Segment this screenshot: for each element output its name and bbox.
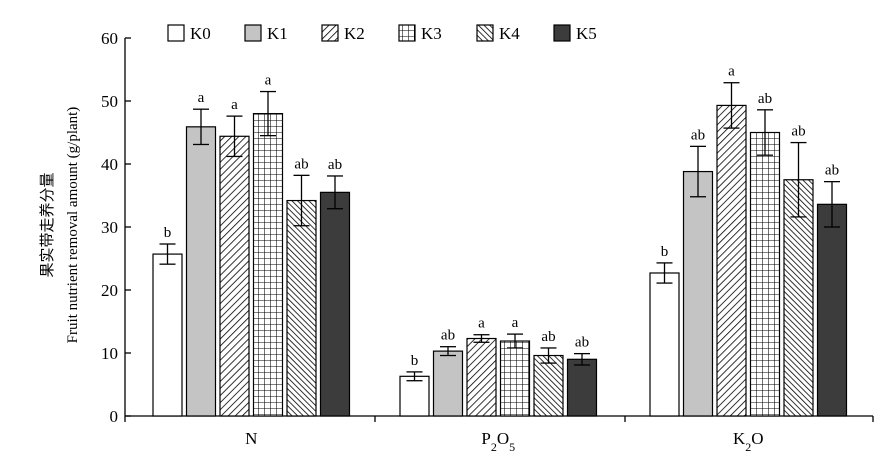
bar-k3 bbox=[749, 131, 781, 417]
bar-k0 bbox=[152, 253, 183, 417]
error-bar bbox=[159, 243, 176, 265]
significance-letter: ab bbox=[294, 156, 308, 172]
error-bar bbox=[656, 262, 673, 284]
significance-letter: ab bbox=[328, 157, 342, 173]
significance-letter: a bbox=[198, 90, 205, 106]
legend-item-k3: K3 bbox=[398, 24, 442, 43]
bar-k5 bbox=[319, 191, 351, 417]
legend-label: K3 bbox=[421, 24, 442, 43]
bar-k3 bbox=[252, 112, 284, 417]
error-bar bbox=[690, 145, 706, 198]
error-bar bbox=[440, 346, 456, 357]
bar-k5 bbox=[566, 358, 598, 417]
legend: K0 K1 K2 K3 K4 K5 bbox=[167, 24, 597, 43]
legend-label: K0 bbox=[190, 24, 211, 43]
bar-k2 bbox=[219, 135, 250, 417]
x-category-label: P2O5 bbox=[481, 429, 515, 454]
legend-item-k2: K2 bbox=[321, 24, 365, 43]
y-tick-label: 50 bbox=[101, 92, 118, 111]
error-bar bbox=[473, 334, 490, 343]
y-tick-label: 20 bbox=[101, 281, 118, 300]
y-tick-label: 40 bbox=[101, 155, 118, 174]
error-bar bbox=[824, 180, 840, 228]
legend-label: K5 bbox=[576, 24, 597, 43]
bar-k4 bbox=[286, 199, 317, 417]
legend-swatch bbox=[244, 24, 262, 42]
bar-k0 bbox=[649, 272, 680, 417]
legend-swatch bbox=[476, 24, 494, 42]
error-bar bbox=[260, 90, 276, 137]
significance-letter: a bbox=[512, 315, 519, 331]
significance-letter: ab bbox=[691, 127, 705, 143]
y-tick-label: 0 bbox=[110, 407, 119, 426]
legend-item-k4: K4 bbox=[476, 24, 520, 43]
error-bar bbox=[574, 352, 590, 366]
y-tick-label: 30 bbox=[101, 218, 118, 237]
legend-swatch bbox=[167, 24, 185, 42]
legend-swatch bbox=[553, 24, 571, 42]
error-bar bbox=[226, 115, 243, 158]
bar-k4 bbox=[533, 354, 564, 417]
error-bar bbox=[406, 371, 423, 382]
legend-label: K1 bbox=[267, 24, 288, 43]
significance-letter: a bbox=[478, 316, 485, 332]
legend-label: K2 bbox=[344, 24, 365, 43]
bar-k2 bbox=[716, 104, 747, 417]
significance-letter: ab bbox=[791, 124, 805, 140]
error-bar bbox=[757, 109, 773, 156]
bar-k1 bbox=[682, 170, 714, 417]
bar-k0 bbox=[399, 375, 430, 417]
error-bar bbox=[540, 347, 557, 364]
error-bar bbox=[193, 108, 209, 146]
error-bar bbox=[293, 174, 310, 227]
legend-item-k5: K5 bbox=[553, 24, 597, 43]
y-tick-label: 60 bbox=[101, 29, 118, 48]
legend-item-k0: K0 bbox=[167, 24, 211, 43]
significance-letter: a bbox=[231, 97, 238, 113]
bar-k1 bbox=[185, 126, 217, 417]
x-axis: N P2O5 K2O bbox=[124, 415, 874, 454]
legend-swatch bbox=[398, 24, 416, 42]
error-bar bbox=[723, 82, 740, 129]
significance-letter: b bbox=[164, 225, 172, 241]
significance-letter: ab bbox=[758, 91, 772, 107]
legend-swatch bbox=[321, 24, 339, 42]
significance-letter: ab bbox=[825, 163, 839, 179]
significance-letter: ab bbox=[541, 329, 555, 345]
y-axis-label-en: Fruit nutrient removal amount (g/plant) bbox=[65, 107, 81, 344]
significance-letter: b bbox=[411, 353, 419, 369]
legend-item-k1: K1 bbox=[244, 24, 288, 43]
error-bar bbox=[790, 141, 807, 218]
significance-letter: b bbox=[661, 244, 669, 260]
plot-area: b a a a ab ab b ab a a ab ab b ab a ab ab ab bbox=[152, 64, 848, 417]
legend-label: K4 bbox=[499, 24, 520, 43]
y-axis-label-cn: 果实带走养分量 bbox=[39, 172, 56, 277]
significance-letter: ab bbox=[441, 328, 455, 344]
significance-letter: a bbox=[265, 73, 272, 89]
bar-k5 bbox=[816, 203, 848, 417]
significance-letter: ab bbox=[575, 335, 589, 351]
bar-k3 bbox=[499, 340, 531, 417]
error-bar bbox=[507, 333, 523, 349]
y-axis: 0 10 20 30 40 50 60 bbox=[101, 29, 131, 426]
bar-k1 bbox=[432, 350, 464, 417]
error-bar bbox=[327, 175, 343, 210]
significance-letter: a bbox=[728, 64, 735, 80]
y-tick-label: 10 bbox=[101, 344, 118, 363]
bar-k2 bbox=[466, 337, 497, 417]
x-category-label: K2O bbox=[733, 429, 764, 454]
x-category-label: N bbox=[245, 429, 257, 448]
y-axis-label: 果实带走养分量 Fruit nutrient removal amount (g… bbox=[39, 107, 81, 344]
